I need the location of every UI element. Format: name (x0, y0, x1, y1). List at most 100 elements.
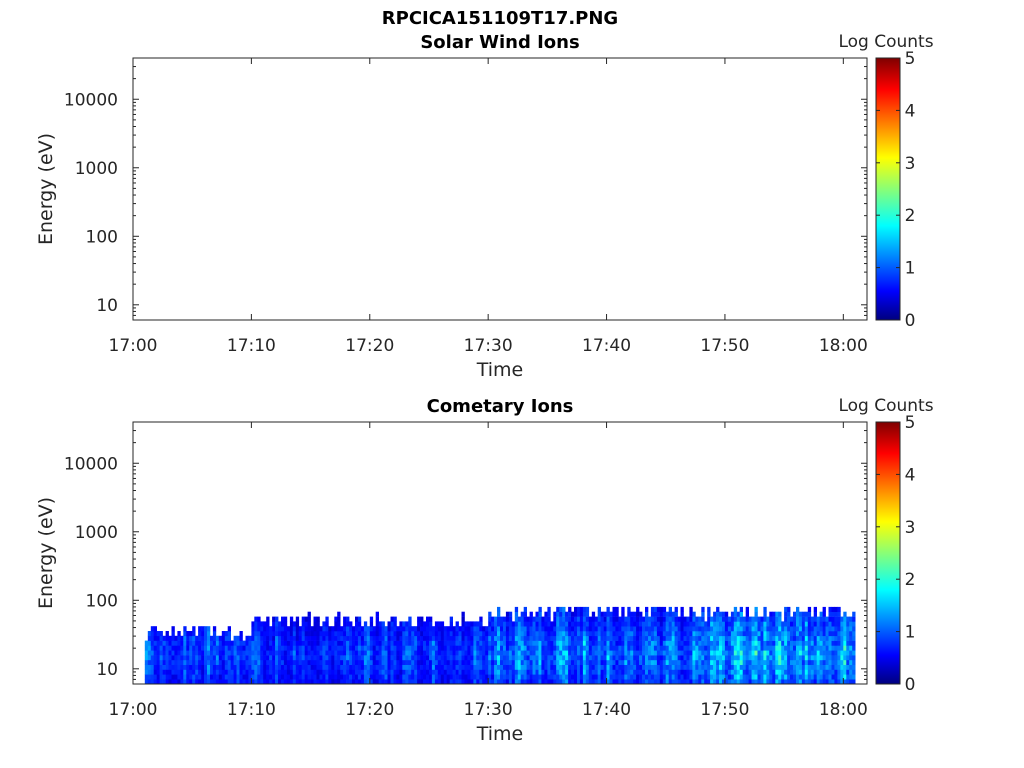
spectrogram-cell (298, 659, 302, 665)
spectrogram-cell (426, 616, 430, 622)
spectrogram-cell (796, 640, 800, 646)
spectrogram-cell (378, 635, 382, 641)
spectrogram-cell (283, 679, 288, 685)
spectrogram-cell (526, 645, 530, 651)
spectrogram-cell (408, 626, 412, 632)
spectrogram-cell (645, 669, 649, 675)
spectrogram-cell (500, 645, 504, 651)
spectrogram-cell (195, 664, 199, 670)
spectrogram-cell (665, 635, 669, 641)
spectrogram-cell (535, 635, 539, 641)
spectrogram-cell (526, 664, 530, 670)
spectrogram-cell (346, 659, 350, 665)
spectrogram-cell (653, 674, 658, 680)
spectrogram-cell (479, 640, 483, 646)
spectrogram-cell (837, 679, 841, 685)
spectrogram-cell (695, 674, 699, 680)
spectrogram-cell (156, 655, 160, 661)
spectrogram-cell (550, 631, 554, 637)
spectrogram-cell (212, 626, 217, 632)
spectrogram-cell (319, 626, 323, 632)
spectrogram-cell (186, 645, 190, 651)
spectrogram-cell (177, 650, 181, 656)
spectrogram-cell (272, 635, 276, 641)
spectrogram-cell (615, 606, 619, 612)
spectrogram-cell (591, 664, 596, 670)
spectrogram-cell (550, 669, 554, 675)
spectrogram-cell (183, 674, 187, 680)
spectrogram-cell (603, 664, 607, 670)
spectrogram-cell (588, 635, 593, 641)
spectrogram-cell (189, 655, 193, 661)
spectrogram-cell (334, 669, 338, 675)
spectrogram-cell (553, 640, 557, 646)
spectrogram-cell (343, 645, 347, 651)
spectrogram-cell (793, 664, 797, 670)
spectrogram-cell (186, 635, 190, 641)
spectrogram-cell (769, 616, 773, 622)
spectrogram-cell (849, 655, 853, 661)
spectrogram-cell (606, 611, 610, 617)
spectrogram-cell (801, 635, 806, 641)
spectrogram-cell (674, 659, 678, 665)
spectrogram-cell (414, 635, 418, 641)
spectrogram-cell (198, 645, 202, 651)
spectrogram-cell (627, 669, 631, 675)
spectrogram-cell (650, 626, 655, 632)
spectrogram-cell (769, 626, 773, 632)
spectrogram-cell (150, 635, 155, 641)
spectrogram-cell (559, 664, 563, 670)
spectrogram-cell (307, 626, 311, 632)
spectrogram-cell (689, 664, 693, 670)
spectrogram-cell (266, 626, 270, 632)
spectrogram-cell (825, 650, 829, 656)
spectrogram-cell (340, 669, 344, 675)
spectrogram-cell (355, 645, 359, 651)
spectrogram-cell (198, 640, 202, 646)
spectrogram-cell (642, 616, 646, 622)
spectrogram-cell (807, 679, 812, 685)
spectrogram-cell (426, 626, 430, 632)
spectrogram-cell (822, 606, 826, 612)
spectrogram-cell (553, 621, 557, 627)
spectrogram-cell (168, 640, 172, 646)
spectrogram-cell (508, 611, 513, 617)
spectrogram-cell (328, 655, 332, 661)
spectrogram-cell (621, 611, 625, 617)
spectrogram-cell (479, 659, 483, 665)
spectrogram-cell (257, 645, 261, 651)
spectrogram-cell (313, 679, 317, 685)
spectrogram-cell (810, 631, 815, 637)
spectrogram-cell (224, 650, 229, 656)
spectrogram-cell (582, 669, 587, 675)
spectrogram-cell (790, 669, 794, 675)
spectrogram-cell (562, 659, 566, 665)
spectrogram-cell (574, 669, 578, 675)
spectrogram-cell (443, 674, 448, 680)
spectrogram-cell (289, 631, 294, 637)
spectrogram-cell (636, 674, 640, 680)
spectrogram-cell (298, 674, 302, 680)
spectrogram-cell (278, 631, 282, 637)
spectrogram-cell (165, 659, 169, 665)
spectrogram-cell (375, 640, 379, 646)
spectrogram-cell (689, 659, 693, 665)
spectrogram-cell (440, 631, 445, 637)
spectrogram-cell (360, 635, 365, 641)
spectrogram-cell (748, 664, 752, 670)
spectrogram-cell (227, 669, 231, 675)
spectrogram-cell (704, 655, 708, 661)
spectrogram-cell (772, 640, 776, 646)
spectrogram-cell (269, 650, 273, 656)
spectrogram-cell (763, 631, 767, 637)
spectrogram-cell (446, 655, 450, 661)
spectrogram-cell (384, 659, 388, 665)
spectrogram-cell (742, 621, 746, 627)
spectrogram-cell (349, 664, 353, 670)
spectrogram-cell (562, 611, 566, 617)
spectrogram-cell (763, 645, 767, 651)
spectrogram-cell (461, 621, 465, 627)
spectrogram-cell (494, 616, 498, 622)
spectrogram-cell (769, 674, 773, 680)
spectrogram-cell (517, 655, 522, 661)
